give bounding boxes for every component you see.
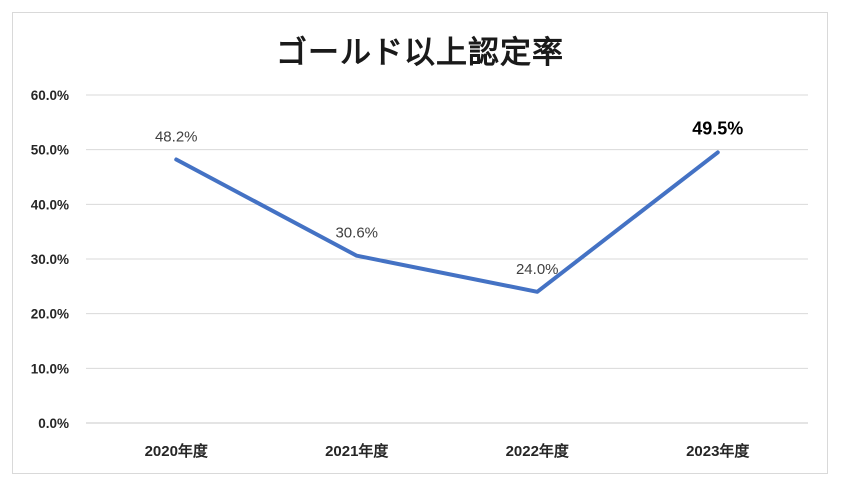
data-point-label: 30.6% (335, 225, 378, 242)
line-chart-plot: 60.0% 50.0% 40.0% 30.0% 20.0% 10.0% 0.0% 2020年度… (31, 88, 808, 460)
x-tick-label: 2022年度 (506, 442, 570, 460)
data-point-label: 48.2% (155, 129, 198, 146)
data-series-line (174, 150, 720, 294)
y-tick-label: 50.0% (31, 143, 69, 158)
y-tick-label: 20.0% (31, 307, 69, 322)
y-tick-label: 60.0% (31, 88, 69, 103)
y-tick-label: 30.0% (31, 252, 69, 267)
y-tick-label: 10.0% (31, 361, 69, 376)
x-tick-label: 2020年度 (145, 442, 209, 460)
x-tick-label: 2021年度 (325, 442, 389, 460)
chart-title: ゴールド以上認定率 (276, 35, 564, 70)
x-tick-label: 2023年度 (686, 442, 750, 460)
data-point-label: 24.0% (516, 261, 559, 278)
data-point-label: 49.5% (692, 118, 743, 138)
y-tick-label: 40.0% (31, 197, 69, 212)
y-tick-label: 0.0% (38, 416, 69, 431)
chart-area: ゴールド以上認定率 60.0% 50.0% 40.0% 30.0% 20.0% 10.0%… (12, 12, 828, 474)
